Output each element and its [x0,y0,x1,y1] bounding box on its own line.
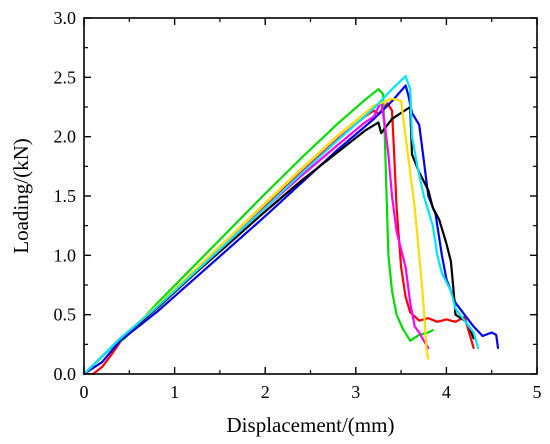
series-line-2 [82,88,434,376]
y-tick-label: 0.0 [54,364,77,384]
x-tick-label: 2 [261,382,270,402]
y-tick-label: 1.5 [54,186,77,206]
series-line-5 [82,99,430,376]
series-line-4 [82,105,475,376]
series-line-7 [82,74,480,376]
y-tick-label: 0.5 [54,305,77,325]
x-tick-label: 1 [170,382,179,402]
x-tick-label: 3 [351,382,360,402]
y-tick-label: 2.0 [54,127,77,147]
y-tick-label: 2.5 [54,67,77,87]
x-tick-label: 5 [533,382,542,402]
series-line-3 [82,84,500,376]
y-tick-label: 3.0 [54,8,77,28]
series-line-6 [82,97,430,376]
axis-ticks: 0 1 2 3 4 5 0.0 0.5 1.0 1.5 2.0 2.5 3.0 [54,8,542,402]
x-tick-label: 4 [442,382,451,402]
series-lines [82,74,500,376]
y-axis-title: Loading/(kN) [9,138,33,253]
x-axis-title: Displacement/(mm) [227,413,395,437]
x-tick-label: 0 [80,382,89,402]
y-tick-label: 1.0 [54,245,77,265]
